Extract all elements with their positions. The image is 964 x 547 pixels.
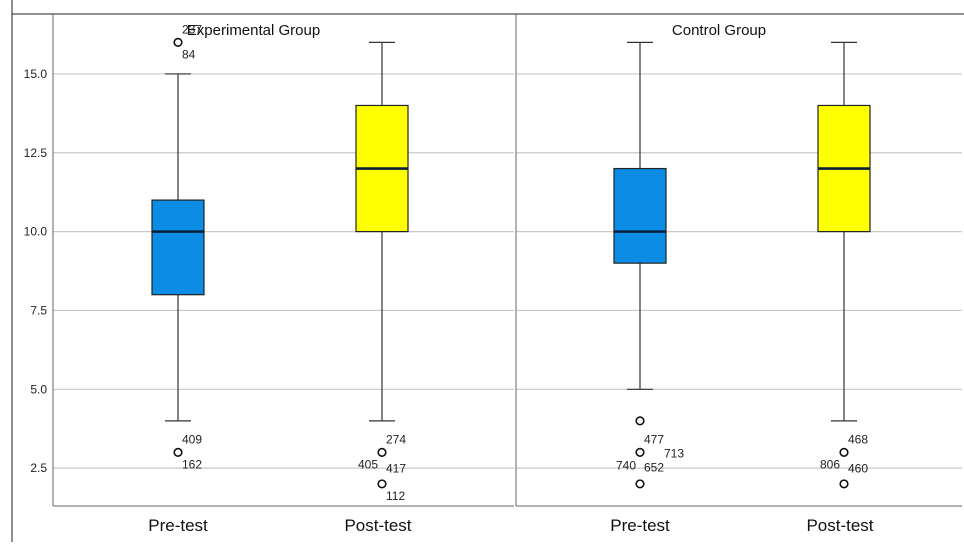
outlier-label: 806 xyxy=(820,457,840,471)
panel-title: Experimental Group xyxy=(187,22,320,39)
y-tick-label: 7.5 xyxy=(30,303,47,317)
panel-title: Control Group xyxy=(672,22,766,39)
box-iqr xyxy=(151,199,205,296)
outlier-point xyxy=(635,416,645,426)
y-tick-label: 5.0 xyxy=(30,382,47,396)
x-category-label: Pre-test xyxy=(610,516,670,535)
outlier-point xyxy=(839,479,849,489)
outlier-point xyxy=(173,447,183,457)
outlier-point xyxy=(377,447,387,457)
x-category-label: Pre-test xyxy=(148,516,208,535)
outlier-label: 740 xyxy=(616,458,636,472)
outlier-label: 409 xyxy=(182,432,202,446)
outlier-point xyxy=(635,447,645,457)
outlier-point xyxy=(377,479,387,489)
outlier-label: 652 xyxy=(644,460,664,474)
outlier-label: 274 xyxy=(386,432,406,446)
outlier-label: 112 xyxy=(386,489,405,503)
outlier-label: 237 xyxy=(182,22,202,36)
outlier-label: 477 xyxy=(644,432,664,446)
outlier-label: 417 xyxy=(386,461,406,475)
outlier-label: 162 xyxy=(182,457,202,471)
outlier-point xyxy=(635,479,645,489)
y-tick-label: 2.5 xyxy=(30,461,47,475)
outlier-label: 405 xyxy=(358,457,378,471)
outlier-point xyxy=(839,447,849,457)
box-iqr xyxy=(613,167,667,264)
outlier-label: 460 xyxy=(848,461,868,475)
outlier-label: 84 xyxy=(182,47,196,61)
y-tick-label: 15.0 xyxy=(24,67,48,81)
x-category-label: Post-test xyxy=(806,516,873,535)
x-category-label: Post-test xyxy=(344,516,411,535)
outlier-point xyxy=(173,37,183,47)
outlier-label: 713 xyxy=(664,446,684,460)
y-tick-label: 10.0 xyxy=(24,225,48,239)
y-tick-label: 12.5 xyxy=(24,146,48,160)
outlier-label: 468 xyxy=(848,432,868,446)
